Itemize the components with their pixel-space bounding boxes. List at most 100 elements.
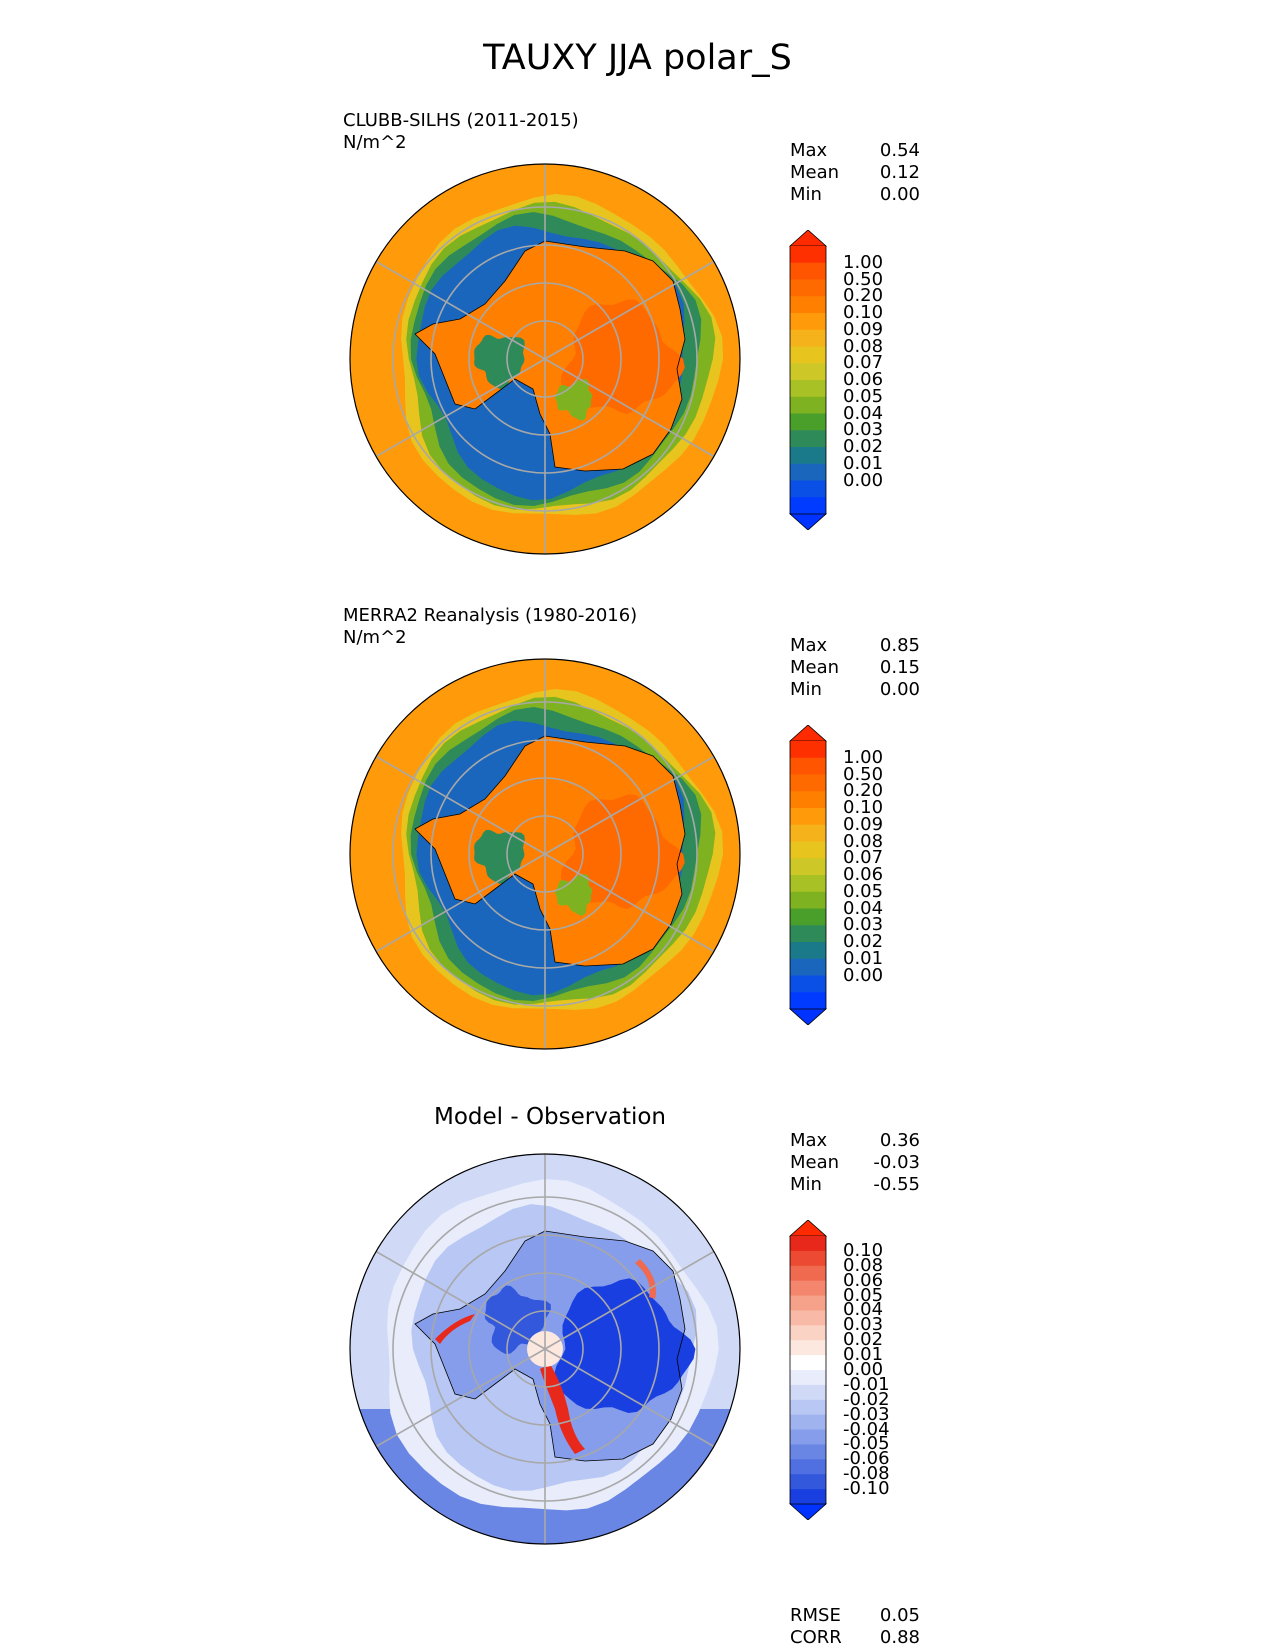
colorbar-tick-label: 0.03 xyxy=(843,914,884,936)
colorbar-segment xyxy=(790,279,826,297)
colorbar-tick-label: 0.09 xyxy=(843,318,884,340)
colorbar-segment xyxy=(790,925,826,943)
colorbar-extend-bottom xyxy=(788,513,828,530)
colorbar-segment xyxy=(790,346,826,364)
colorbar-segment xyxy=(790,891,826,910)
coastline xyxy=(414,1230,686,1462)
colorbar-tick-label: 0.05 xyxy=(843,880,884,902)
colorbar-segment xyxy=(790,1489,826,1505)
meridian-line xyxy=(375,358,546,458)
colorbar-segment xyxy=(790,908,826,926)
stat-min: Min -0.55 xyxy=(790,1174,920,1195)
colorbar-tick-label: -0.03 xyxy=(843,1403,890,1425)
colorbar-segment xyxy=(790,1399,826,1416)
figure-title: TAUXY JJA polar_S xyxy=(483,38,792,78)
colorbar-tick-label: 0.08 xyxy=(843,335,884,357)
colorbar-segment xyxy=(790,841,826,859)
field-contour xyxy=(474,830,525,884)
stats-box: Max 0.85 Mean 0.15 Min 0.00 xyxy=(790,635,920,701)
panel-units: N/m^2 xyxy=(343,132,407,153)
colorbar-tick-label: 0.00 xyxy=(843,964,884,986)
colorbar-tick-label: 0.01 xyxy=(843,947,884,969)
colorbar-segment xyxy=(790,396,826,415)
colorbar-tick-label: 0.01 xyxy=(843,452,884,474)
colorbar-outline xyxy=(789,1236,827,1504)
panel-units: N/m^2 xyxy=(343,627,407,648)
colorbar-tick-label: -0.04 xyxy=(843,1418,890,1440)
colorbar-tick-label: 0.06 xyxy=(843,369,884,390)
colorbar-tick-label: 0.20 xyxy=(843,780,884,802)
colorbar-extend-top xyxy=(788,725,828,742)
colorbar-tick-label: 0.06 xyxy=(843,1269,884,1291)
colorbar-segment xyxy=(790,380,826,398)
meridian-line xyxy=(375,853,546,953)
colorbar-segment xyxy=(790,875,826,893)
colorbar-segment xyxy=(790,463,826,482)
colorbar-segment xyxy=(790,313,826,331)
map-field xyxy=(350,164,740,554)
stats-box: Max 0.54 Mean 0.12 Min 0.00 xyxy=(790,140,920,206)
colorbar-segment xyxy=(790,1414,826,1431)
colorbar-tick-label: 0.02 xyxy=(843,436,884,457)
colorbar-segment xyxy=(790,1474,826,1490)
colorbar-segment xyxy=(790,413,826,431)
stat-min: Min 0.00 xyxy=(790,679,920,700)
colorbar-segment xyxy=(790,1370,826,1386)
colorbar-extend-top xyxy=(788,230,828,247)
polar-map xyxy=(349,658,741,1050)
colorbar-segment xyxy=(790,1444,826,1460)
metric-corr: CORR 0.88 xyxy=(790,1627,920,1648)
colorbar-segment xyxy=(790,1459,826,1475)
meridian-line xyxy=(375,1348,546,1448)
colorbar-segment xyxy=(790,1429,826,1446)
panel-observation: MERRA2 Reanalysis (1980-2016) N/m^2 Max 0… xyxy=(0,605,1275,1095)
polar-map xyxy=(349,1153,741,1545)
meridian-line xyxy=(375,755,546,855)
colorbar-tick-label: 0.50 xyxy=(843,268,884,290)
panel-difference: Model - Observation Max 0.36 Mean -0.03 Mi… xyxy=(0,1100,1275,1648)
colorbar-tick-label: 0.20 xyxy=(843,285,884,307)
meridian-line xyxy=(544,358,715,458)
colorbar-segment xyxy=(790,975,826,993)
colorbar xyxy=(788,725,828,1025)
colorbar-segment xyxy=(790,774,826,792)
stat-max: Max 0.85 xyxy=(790,635,920,656)
meridian-line xyxy=(544,755,715,855)
colorbar-segment xyxy=(790,1265,826,1282)
coastline xyxy=(414,240,686,472)
colorbar-tick-label: 0.03 xyxy=(843,1314,884,1336)
colorbar-tick-label: 0.00 xyxy=(843,1359,884,1380)
meridian-line xyxy=(544,260,715,360)
colorbar-segment xyxy=(790,992,826,1010)
colorbar-tick-label: -0.01 xyxy=(843,1373,890,1395)
colorbar-tick-label: 0.05 xyxy=(843,1284,884,1306)
map-boundary xyxy=(349,658,741,1050)
colorbar-tick-label: 1.00 xyxy=(843,746,884,768)
colorbar-tick-label: -0.06 xyxy=(843,1448,890,1470)
colorbar-segment xyxy=(790,246,826,264)
panel-title: CLUBB-SILHS (2011-2015) xyxy=(343,110,579,131)
map-boundary xyxy=(349,163,741,555)
colorbar-tick-label: 0.04 xyxy=(843,402,884,424)
colorbar-segment xyxy=(790,1355,826,1371)
colorbar-segment xyxy=(790,1325,826,1341)
colorbar-segment xyxy=(790,262,826,281)
colorbar-extend-bottom xyxy=(788,1503,828,1520)
colorbar-tick-label: 0.06 xyxy=(843,864,884,885)
colorbar-segment xyxy=(790,824,826,843)
colorbar-tick-label: 1.00 xyxy=(843,251,884,273)
stat-mean: Mean 0.15 xyxy=(790,657,920,678)
meridians xyxy=(375,1154,715,1544)
meridian-line xyxy=(375,260,546,360)
colorbar-tick-label: 0.10 xyxy=(843,1239,884,1261)
stat-mean: Mean -0.03 xyxy=(790,1152,920,1173)
colorbar-segment xyxy=(790,1236,826,1252)
colorbar-segment xyxy=(790,329,826,348)
colorbar-segment xyxy=(790,1280,826,1297)
colorbar-segment xyxy=(790,858,826,876)
field-contour xyxy=(555,379,593,421)
stat-max: Max 0.54 xyxy=(790,140,920,161)
colorbar-tick-label: 0.00 xyxy=(843,469,884,491)
colorbar-segment xyxy=(790,942,826,960)
stats-box: Max 0.36 Mean -0.03 Min -0.55 xyxy=(790,1130,920,1196)
